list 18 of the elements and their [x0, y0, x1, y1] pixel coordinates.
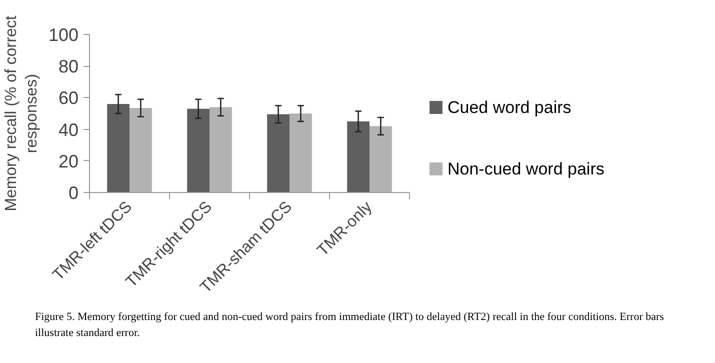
- y-tick-label: 20: [58, 151, 79, 172]
- bar: [290, 114, 312, 192]
- bar: [107, 104, 130, 192]
- caption: Figure 5. Memory forgetting for cued and non-cued word pairs from immediate (IRT) to delayed (RT2) recall in the four conditions. Error bars illustrate standard error.: [35, 310, 665, 341]
- y-tick-label: 80: [58, 56, 79, 77]
- legend-label: Non-cued word pairs: [448, 159, 604, 178]
- bar: [267, 114, 290, 192]
- bar: [210, 107, 232, 192]
- bar: [187, 108, 210, 192]
- bar: [347, 121, 370, 192]
- bar: [130, 108, 152, 192]
- y-tick-label: 40: [58, 120, 79, 140]
- y-tick-label: 60: [58, 88, 79, 108]
- y-axis-title: Memory recall (% of correct responses): [3, 15, 40, 212]
- bar: [370, 126, 392, 192]
- y-tick-label: 100: [48, 25, 79, 45]
- legend-label: Cued word pairs: [448, 98, 572, 117]
- y-tick-label: 0: [68, 183, 79, 203]
